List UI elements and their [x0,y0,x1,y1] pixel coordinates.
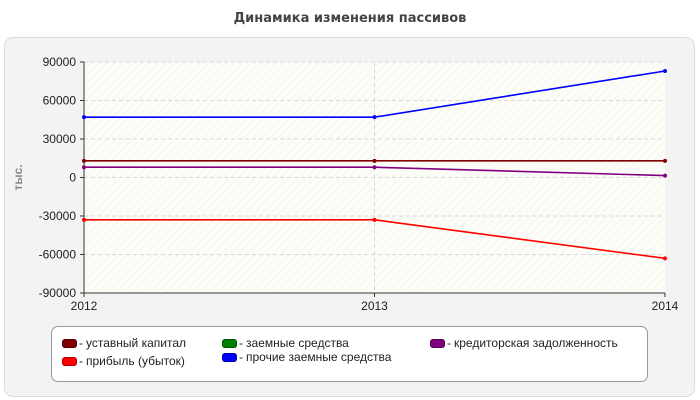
legend-swatch [222,352,237,362]
legend-item: - прочие заемные средства [222,350,391,364]
y-axis-label: тыс. [11,164,25,190]
x-tick-label: 2013 [361,299,388,313]
series-point [82,115,86,120]
legend-item: - прибыль (убыток) [62,354,185,368]
series-point [372,217,377,222]
legend-dash: - [239,350,243,364]
legend-label: заемные средства [246,336,349,350]
series-point [82,165,86,170]
legend-label: уставный капитал [86,336,186,350]
legend-dash: - [79,336,83,350]
legend-dash: - [239,336,243,350]
legend-swatch [222,338,237,348]
y-tick-label: 90000 [43,55,77,69]
series-point [663,68,667,73]
y-tick-label: -90000 [39,286,77,300]
x-tick-label: 2014 [652,299,679,313]
legend-swatch [62,338,77,348]
legend-label: прочие заемные средства [246,350,392,364]
legend-item: - кредиторская задолженность [430,336,618,350]
legend-dash: - [79,354,83,368]
y-tick-label: -30000 [39,209,77,223]
series-point [663,256,667,261]
legend-swatch [430,338,445,348]
y-tick-label: 0 [69,171,76,185]
series-point [82,217,86,222]
legend-dash: - [447,336,451,350]
legend-swatch [62,356,77,366]
legend-label: прибыль (убыток) [86,354,185,368]
chart-title: Динамика изменения пассивов [233,11,467,26]
series-point [372,158,377,163]
y-tick-label: -60000 [39,248,77,262]
series-point [663,158,667,163]
chart-legend: - уставный капитал - заемные средства - креди… [51,326,648,382]
series-point [663,173,667,178]
series-point [372,115,377,120]
series-point [372,165,377,170]
y-tick-label: 30000 [43,132,77,146]
legend-item: - заемные средства [222,336,349,350]
legend-item: - уставный капитал [62,336,186,350]
series-point [82,158,86,163]
legend-label: кредиторская задолженность [454,336,618,350]
x-tick-label: 2012 [71,299,98,313]
y-tick-label: 60000 [43,94,77,108]
